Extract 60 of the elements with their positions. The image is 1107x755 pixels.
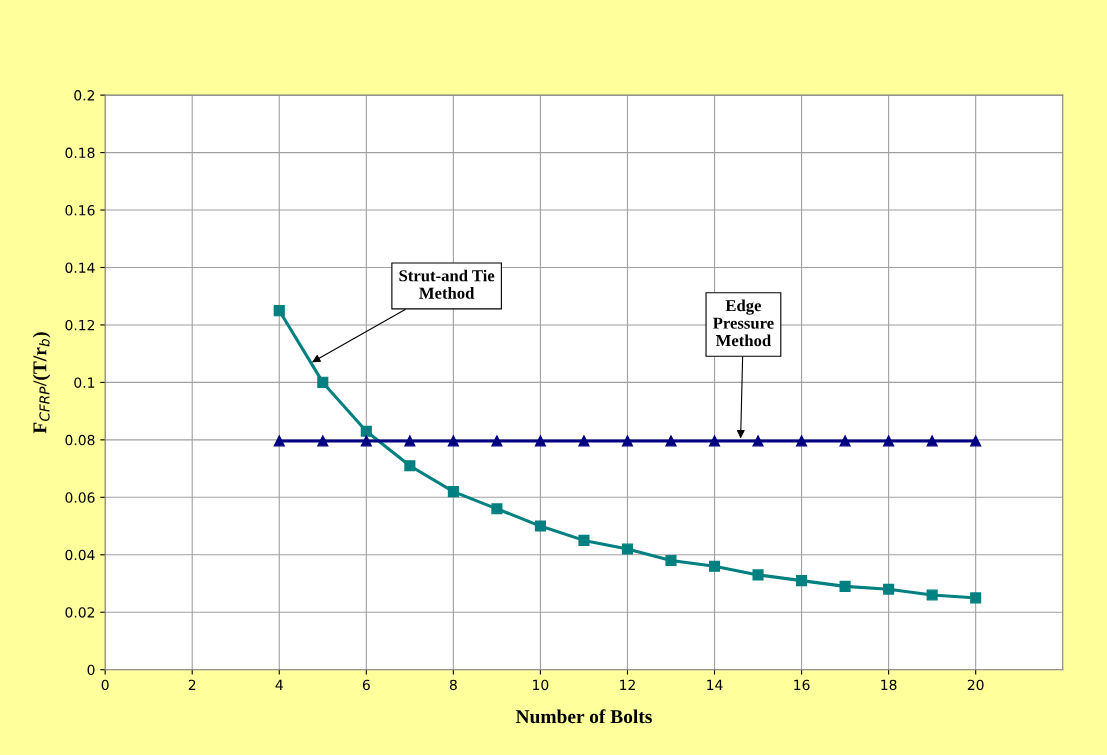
- x-tick-label: 18: [881, 679, 897, 691]
- point: [665, 435, 677, 447]
- x-axis-title: Number of Bolts: [515, 709, 652, 724]
- x-tick-label: 6: [362, 679, 370, 691]
- y-tick-label: 0.04: [65, 549, 95, 561]
- x-tick-label: 20: [967, 679, 984, 691]
- point: [970, 435, 982, 447]
- y-tick-label: 0.1: [74, 377, 95, 388]
- point: [883, 583, 895, 595]
- point: [621, 543, 634, 555]
- point: [578, 435, 590, 447]
- x-tick-label: 0: [101, 679, 109, 691]
- point: [578, 534, 590, 546]
- annotation: Edge Pressure Method: [712, 299, 774, 347]
- point: [796, 435, 808, 447]
- point: [317, 376, 329, 388]
- point: [752, 435, 764, 447]
- x-tick-label: 12: [620, 679, 635, 690]
- point: [839, 580, 851, 592]
- point: [404, 435, 416, 447]
- y-tick-label: 0.2: [74, 90, 95, 101]
- x-tick-label: 2: [188, 679, 196, 690]
- y-tick-label: 0.02: [65, 607, 95, 618]
- point: [360, 425, 372, 437]
- point: [534, 435, 546, 447]
- point: [404, 460, 416, 472]
- y-tick-label: 0.16: [65, 205, 95, 216]
- point: [491, 435, 503, 447]
- point: [926, 589, 938, 601]
- y-tick-label: 0.14: [65, 262, 95, 273]
- point: [447, 486, 459, 498]
- annotation: Strut-and Tie Method: [399, 269, 495, 299]
- x-tick-label: 4: [275, 679, 283, 690]
- point: [839, 435, 851, 447]
- point: [273, 435, 285, 447]
- point: [447, 435, 459, 447]
- point: [883, 435, 895, 447]
- point: [534, 520, 546, 532]
- point: [317, 435, 329, 447]
- point: [621, 435, 634, 447]
- x-tick-label: 16: [794, 679, 810, 691]
- y-tick-label: 0.08: [65, 434, 95, 446]
- point: [273, 305, 285, 317]
- point: [752, 569, 764, 581]
- point: [708, 560, 721, 572]
- y-axis-title: F$_{CFRP}$/(T/r$_{b}$): [32, 332, 51, 434]
- point: [970, 592, 982, 604]
- point: [708, 435, 721, 447]
- y-tick-label: 0.18: [65, 147, 95, 159]
- point: [926, 435, 938, 447]
- x-tick-label: 14: [707, 679, 723, 690]
- point: [796, 575, 808, 587]
- y-tick-label: 0: [87, 664, 95, 676]
- point: [491, 503, 503, 515]
- point: [360, 435, 372, 447]
- point: [665, 554, 677, 567]
- y-tick-label: 0.12: [65, 319, 95, 331]
- x-tick-label: 10: [533, 679, 549, 691]
- y-tick-label: 0.06: [65, 492, 95, 503]
- x-tick-label: 8: [449, 679, 457, 691]
